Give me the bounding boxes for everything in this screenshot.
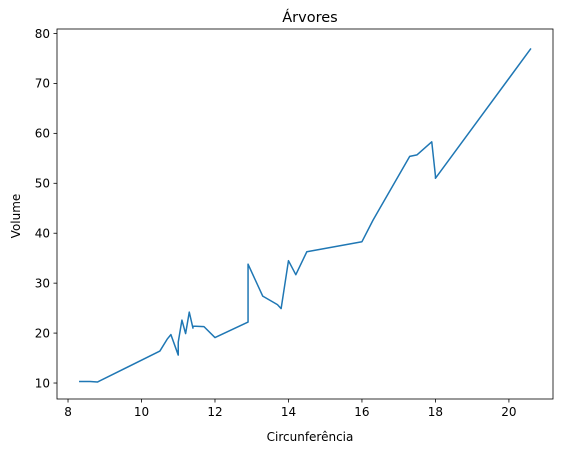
x-tick-label: 18 (428, 405, 443, 419)
y-tick-label: 30 (35, 276, 50, 290)
y-tick-label: 80 (35, 27, 50, 41)
y-tick-label: 60 (35, 127, 50, 141)
x-axis-label: Circunferência (267, 430, 354, 444)
x-tick-label: 16 (354, 405, 369, 419)
y-tick-label: 70 (35, 77, 50, 91)
axes-layer: 8 10 12 14 16 18 20 10 20 30 40 50 60 70 80 (35, 27, 554, 419)
series-line-0 (79, 48, 532, 383)
x-tick-label: 12 (207, 405, 222, 419)
chart-title: Árvores (282, 9, 337, 26)
y-tick-label: 10 (35, 376, 50, 390)
y-tick-label: 50 (35, 177, 50, 191)
y-tick-label: 40 (35, 227, 50, 241)
x-tick-label: 10 (134, 405, 149, 419)
x-tick-label: 14 (281, 405, 296, 419)
y-axis-label: Volume (9, 194, 23, 239)
x-tick-label: 20 (501, 405, 516, 419)
axes-frame (56, 28, 554, 400)
plot-layer (79, 48, 532, 383)
y-tick-label: 20 (35, 326, 50, 340)
x-tick-label: 8 (64, 405, 72, 419)
